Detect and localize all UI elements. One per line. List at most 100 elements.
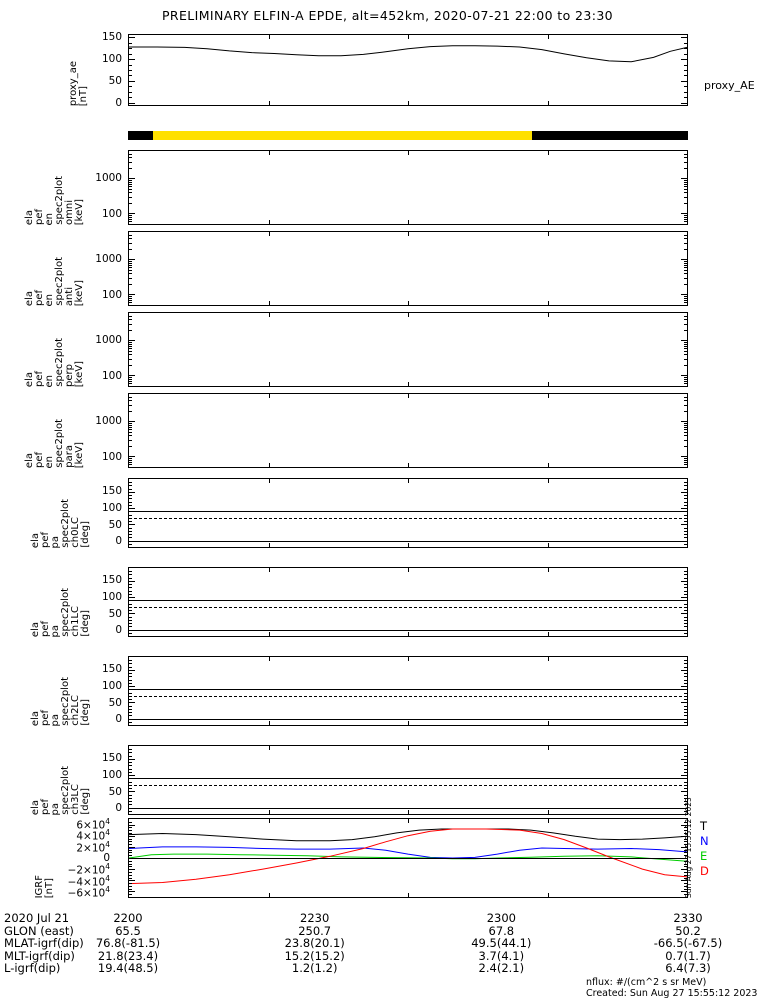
parameter-value: 67.8	[488, 923, 515, 938]
axis-tick	[684, 587, 687, 589]
axis-tick	[129, 852, 132, 854]
axis-tick	[129, 619, 132, 621]
axis-tick	[684, 429, 687, 431]
parameter-value: 21.8(23.4)	[97, 948, 159, 963]
axis-tick	[129, 102, 135, 104]
axis-tick	[129, 682, 132, 684]
axis-tick	[684, 188, 687, 190]
axis-tick	[684, 59, 687, 61]
parameter-row: GLON (east) 65.5 250.7 67.8 50.2	[4, 923, 772, 938]
axis-tick	[684, 849, 687, 851]
axis-tick	[684, 705, 687, 707]
axis-tick-x	[408, 463, 409, 467]
lc-ytitle-word: pa	[50, 713, 61, 726]
axis-tick	[684, 64, 687, 66]
axis-tick	[684, 299, 687, 301]
axis-tick	[129, 871, 132, 873]
axis-tick	[129, 262, 132, 264]
axis-tick-x	[408, 893, 409, 897]
axis-tick	[684, 537, 687, 539]
igrf-y-tick: 6×104	[76, 816, 110, 832]
axis-tick	[684, 788, 687, 790]
axis-tick	[684, 874, 687, 876]
axis-tick	[684, 666, 687, 668]
axis-tick	[681, 702, 687, 704]
axis-tick	[684, 70, 687, 71]
lc-y-tick: 150	[101, 574, 122, 587]
lc-ytitle-word: pef	[40, 709, 51, 726]
axis-tick	[129, 59, 135, 61]
axis-tick	[684, 167, 687, 169]
axis-tick	[129, 458, 132, 460]
panel-spec-perp	[128, 312, 688, 387]
axis-tick	[684, 315, 687, 317]
axis-tick	[129, 213, 135, 215]
axis-tick	[129, 378, 132, 380]
lc-y-tick: 0	[115, 802, 122, 815]
axis-tick	[684, 400, 687, 402]
axis-tick-x	[547, 220, 549, 224]
axis-tick	[129, 593, 132, 595]
axis-tick	[684, 358, 687, 360]
axis-tick	[684, 762, 687, 764]
axis-tick	[129, 297, 132, 299]
axis-tick	[684, 196, 687, 198]
lc-reference-line-90	[129, 689, 687, 691]
parameter-row: 2020 Jul 21 2200 2230 2300 2330	[4, 912, 772, 925]
axis-tick	[129, 775, 135, 777]
panel-lc-ch0LC	[128, 478, 688, 548]
axis-tick	[129, 498, 132, 500]
parameter-value: 1.2(1.2)	[291, 961, 338, 976]
axis-tick	[684, 610, 687, 612]
proxy-ae-y-tick: 0	[115, 97, 122, 110]
axis-tick	[684, 832, 687, 834]
spec-ytitle-word: ela	[24, 209, 35, 225]
axis-tick	[681, 775, 687, 777]
axis-tick-x	[547, 746, 549, 750]
parameter-value: 19.4(48.5)	[97, 961, 159, 976]
axis-tick	[684, 422, 687, 424]
axis-tick	[129, 508, 135, 510]
lc-reference-line-90	[129, 600, 687, 602]
axis-tick	[684, 277, 687, 279]
axis-tick-x	[408, 721, 409, 725]
axis-tick-x	[547, 568, 549, 572]
axis-tick	[129, 827, 132, 829]
parameter-value: -66.5(-67.5)	[653, 936, 723, 951]
axis-tick-x	[408, 657, 409, 661]
axis-tick	[129, 771, 132, 773]
axis-tick	[129, 264, 132, 266]
axis-tick	[684, 495, 687, 497]
axis-tick	[684, 260, 687, 262]
axis-tick	[681, 37, 687, 39]
igrf-y-tick: 4×104	[76, 828, 110, 843]
axis-tick	[684, 86, 687, 88]
axis-tick	[129, 248, 132, 250]
axis-tick	[129, 504, 132, 506]
parameter-value: 2230	[300, 911, 330, 925]
igrf-y-tick: 2×104	[76, 839, 110, 855]
axis-tick	[129, 404, 132, 406]
axis-tick	[684, 660, 687, 662]
axis-tick	[681, 835, 687, 837]
axis-tick	[129, 42, 132, 44]
axis-tick	[681, 375, 687, 377]
axis-tick	[129, 97, 132, 99]
spec-y-tick: 1000	[95, 414, 122, 427]
axis-tick	[684, 571, 687, 573]
panel-proxy-ae	[128, 34, 688, 106]
axis-tick	[681, 102, 687, 104]
axis-tick	[129, 632, 132, 634]
igrf-line-E	[129, 853, 687, 862]
axis-tick-x	[408, 394, 409, 398]
axis-tick	[684, 458, 687, 460]
axis-tick	[684, 619, 687, 621]
axis-tick	[684, 752, 687, 754]
spec-ytitle-word: en	[44, 455, 55, 469]
axis-tick	[129, 788, 132, 790]
lc-y-tick: 50	[108, 696, 122, 709]
axis-tick	[681, 824, 687, 826]
axis-tick	[129, 712, 132, 714]
axis-tick	[684, 765, 687, 767]
panel-lc-ch3LC	[128, 745, 688, 815]
